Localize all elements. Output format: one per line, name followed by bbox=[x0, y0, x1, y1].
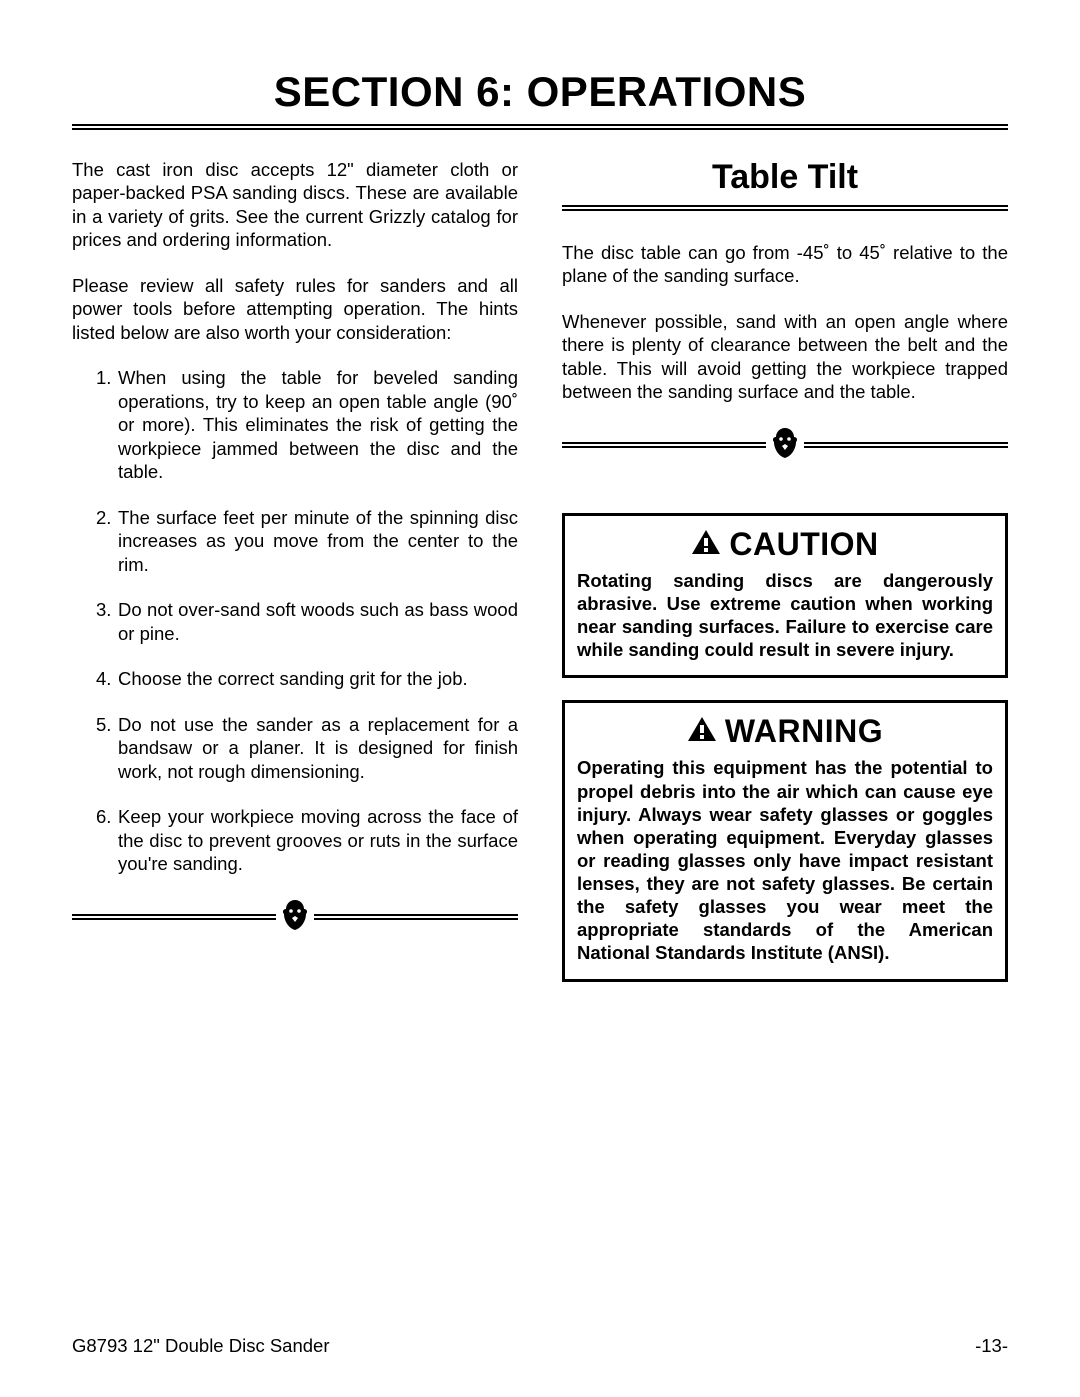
intro-paragraph-2: Please review all safety rules for sande… bbox=[72, 274, 518, 344]
caution-box: CAUTION Rotating sanding discs are dange… bbox=[562, 513, 1008, 679]
table-tilt-p2: Whenever possible, sand with an open ang… bbox=[562, 310, 1008, 404]
item-number: 3. bbox=[96, 598, 111, 621]
item-number: 1. bbox=[96, 366, 111, 389]
list-item: 2. The surface feet per minute of the spi… bbox=[96, 506, 518, 576]
item-text: The surface feet per minute of the spinn… bbox=[118, 507, 518, 575]
section-title: SECTION 6: OPERATIONS bbox=[72, 68, 1008, 116]
table-tilt-p1: The disc table can go from -45˚ to 45˚ r… bbox=[562, 241, 1008, 288]
caution-body: Rotating sanding discs are dangerously a… bbox=[577, 569, 993, 662]
caution-label: CAUTION bbox=[729, 526, 878, 563]
caution-header: CAUTION bbox=[577, 526, 993, 563]
divider-rule-right bbox=[804, 442, 1008, 448]
list-item: 6. Keep your workpiece moving across the … bbox=[96, 805, 518, 875]
item-text: When using the table for beveled sanding… bbox=[118, 367, 518, 482]
bear-divider bbox=[562, 426, 1008, 465]
divider-rule-left bbox=[72, 914, 276, 920]
list-item: 3. Do not over-sand soft woods such as ba… bbox=[96, 598, 518, 645]
footer-left: G8793 12" Double Disc Sander bbox=[72, 1335, 330, 1357]
spacer bbox=[562, 493, 1008, 513]
item-number: 4. bbox=[96, 667, 111, 690]
warning-header: WARNING bbox=[577, 713, 993, 750]
section-rule bbox=[72, 124, 1008, 130]
list-item: 5. Do not use the sander as a replacement… bbox=[96, 713, 518, 783]
left-column: The cast iron disc accepts 12" diameter … bbox=[72, 158, 518, 1004]
right-column: Table Tilt The disc table can go from -4… bbox=[562, 158, 1008, 1004]
item-text: Choose the correct sanding grit for the … bbox=[118, 668, 468, 689]
two-column-layout: The cast iron disc accepts 12" diameter … bbox=[72, 158, 1008, 1004]
divider-rule-right bbox=[314, 914, 518, 920]
item-number: 2. bbox=[96, 506, 111, 529]
list-item: 4. Choose the correct sanding grit for th… bbox=[96, 667, 518, 690]
warning-body: Operating this equipment has the potenti… bbox=[577, 756, 993, 964]
alert-icon bbox=[691, 529, 721, 560]
bear-icon bbox=[280, 898, 310, 937]
list-item: 1. When using the table for beveled sandi… bbox=[96, 366, 518, 483]
intro-paragraph-1: The cast iron disc accepts 12" diameter … bbox=[72, 158, 518, 252]
divider-rule-left bbox=[562, 442, 766, 448]
item-text: Keep your workpiece moving across the fa… bbox=[118, 806, 518, 874]
subsection-title: Table Tilt bbox=[562, 158, 1008, 197]
footer-right: -13- bbox=[975, 1335, 1008, 1357]
warning-label: WARNING bbox=[725, 713, 883, 750]
item-text: Do not over-sand soft woods such as bass… bbox=[118, 599, 518, 643]
page-footer: G8793 12" Double Disc Sander -13- bbox=[72, 1335, 1008, 1357]
bear-divider bbox=[72, 898, 518, 937]
item-number: 5. bbox=[96, 713, 111, 736]
warning-box: WARNING Operating this equipment has the… bbox=[562, 700, 1008, 981]
bear-icon bbox=[770, 426, 800, 465]
alert-icon bbox=[687, 716, 717, 747]
subsection-rule bbox=[562, 205, 1008, 211]
item-text: Do not use the sander as a replacement f… bbox=[118, 714, 518, 782]
hints-list: 1. When using the table for beveled sandi… bbox=[72, 366, 518, 875]
item-number: 6. bbox=[96, 805, 111, 828]
